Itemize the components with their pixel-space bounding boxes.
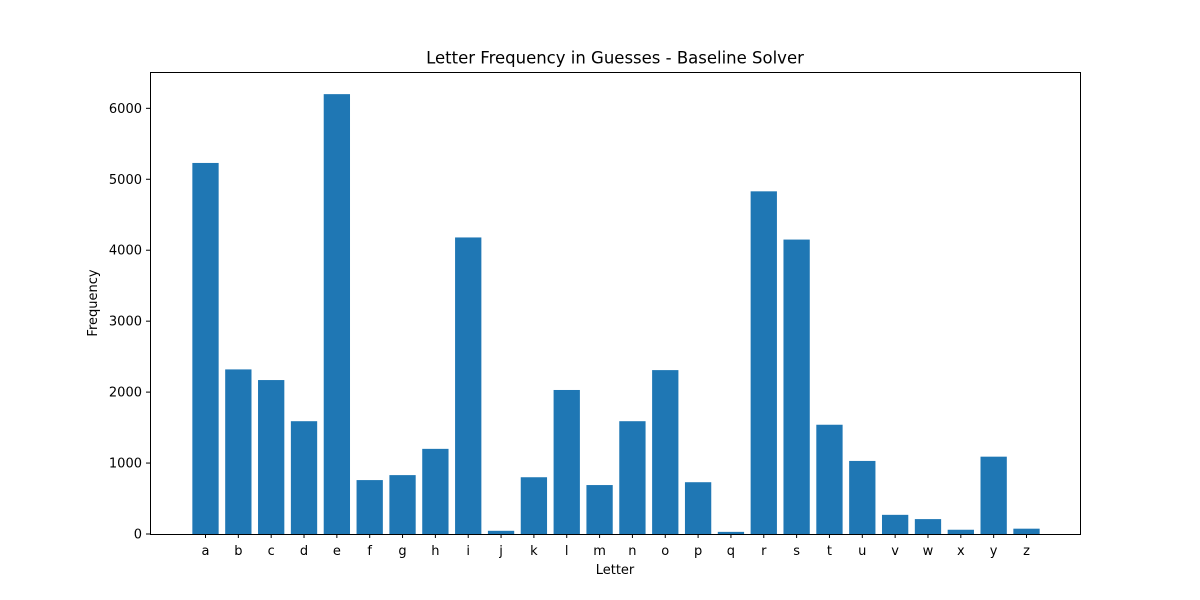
y-tick-label-4000: 4000 (109, 244, 142, 259)
bar-v (881, 514, 909, 534)
x-tick-label-y: y (990, 544, 998, 559)
x-tick-label-c: c (268, 544, 275, 559)
x-tick-label-j: j (498, 544, 503, 559)
y-tick-label-1000: 1000 (109, 457, 142, 472)
x-tick-label-b: b (234, 544, 242, 559)
bar-e (323, 94, 351, 534)
bar-z (1013, 528, 1040, 534)
x-tick-label-e: e (333, 544, 341, 559)
bar-t (816, 424, 843, 534)
y-axis-label: Frequency (86, 269, 101, 336)
x-axis-label: Letter (596, 563, 635, 578)
x-tick-label-q: q (727, 544, 735, 559)
x-tick-label-p: p (694, 544, 702, 559)
bar-x (947, 529, 974, 534)
bar-u (849, 460, 876, 534)
bar-m (586, 485, 613, 534)
y-tick-label-2000: 2000 (109, 386, 142, 401)
bar-l (553, 389, 580, 534)
y-tick-label-0: 0 (134, 528, 142, 543)
x-tick-label-i: i (466, 544, 470, 559)
plot-frame (150, 72, 1081, 535)
bar-p (684, 482, 712, 534)
bar-s (783, 239, 810, 534)
x-tick-label-l: l (565, 544, 569, 559)
bar-a (192, 162, 219, 534)
bar-h (422, 448, 449, 534)
x-tick-label-z: z (1023, 544, 1030, 559)
bar-o (652, 370, 679, 534)
bar-c (258, 380, 285, 534)
bars-group (192, 94, 1040, 534)
bar-j (487, 530, 515, 534)
x-tick-label-h: h (431, 544, 439, 559)
y-axis-ticks: 0 1000 2000 3000 4000 5000 6000 (109, 102, 150, 543)
bar-i (455, 237, 482, 534)
x-tick-label-n: n (628, 544, 636, 559)
y-tick-label-3000: 3000 (109, 315, 142, 330)
bar-b (225, 369, 252, 534)
bar-w (914, 519, 942, 534)
x-tick-label-a: a (202, 544, 210, 559)
x-tick-label-m: m (593, 544, 606, 559)
y-tick-label-5000: 5000 (109, 173, 142, 188)
x-tick-label-v: v (891, 544, 899, 559)
x-tick-label-o: o (661, 544, 669, 559)
x-tick-label-d: d (300, 544, 308, 559)
x-tick-label-u: u (858, 544, 866, 559)
bar-r (750, 191, 777, 534)
bar-y (980, 456, 1007, 534)
x-tick-label-x: x (957, 544, 965, 559)
bar-q (717, 531, 745, 534)
x-tick-label-s: s (793, 544, 800, 559)
bar-n (619, 421, 646, 534)
chart-title: Letter Frequency in Guesses - Baseline S… (426, 49, 804, 68)
x-tick-label-g: g (398, 544, 406, 559)
bar-f (356, 480, 383, 534)
bar-g (389, 475, 416, 534)
bar-d (290, 421, 318, 534)
y-tick-label-6000: 6000 (109, 102, 142, 117)
x-tick-label-r: r (761, 544, 767, 559)
x-tick-label-k: k (530, 544, 538, 559)
bar-k (520, 477, 548, 534)
x-tick-label-t: t (827, 544, 832, 559)
x-tick-label-w: w (923, 544, 934, 559)
x-axis-ticks: a b c d e f g h i j k l m n o p q r s t u v w x y z (202, 534, 1030, 559)
x-tick-label-f: f (367, 544, 372, 559)
